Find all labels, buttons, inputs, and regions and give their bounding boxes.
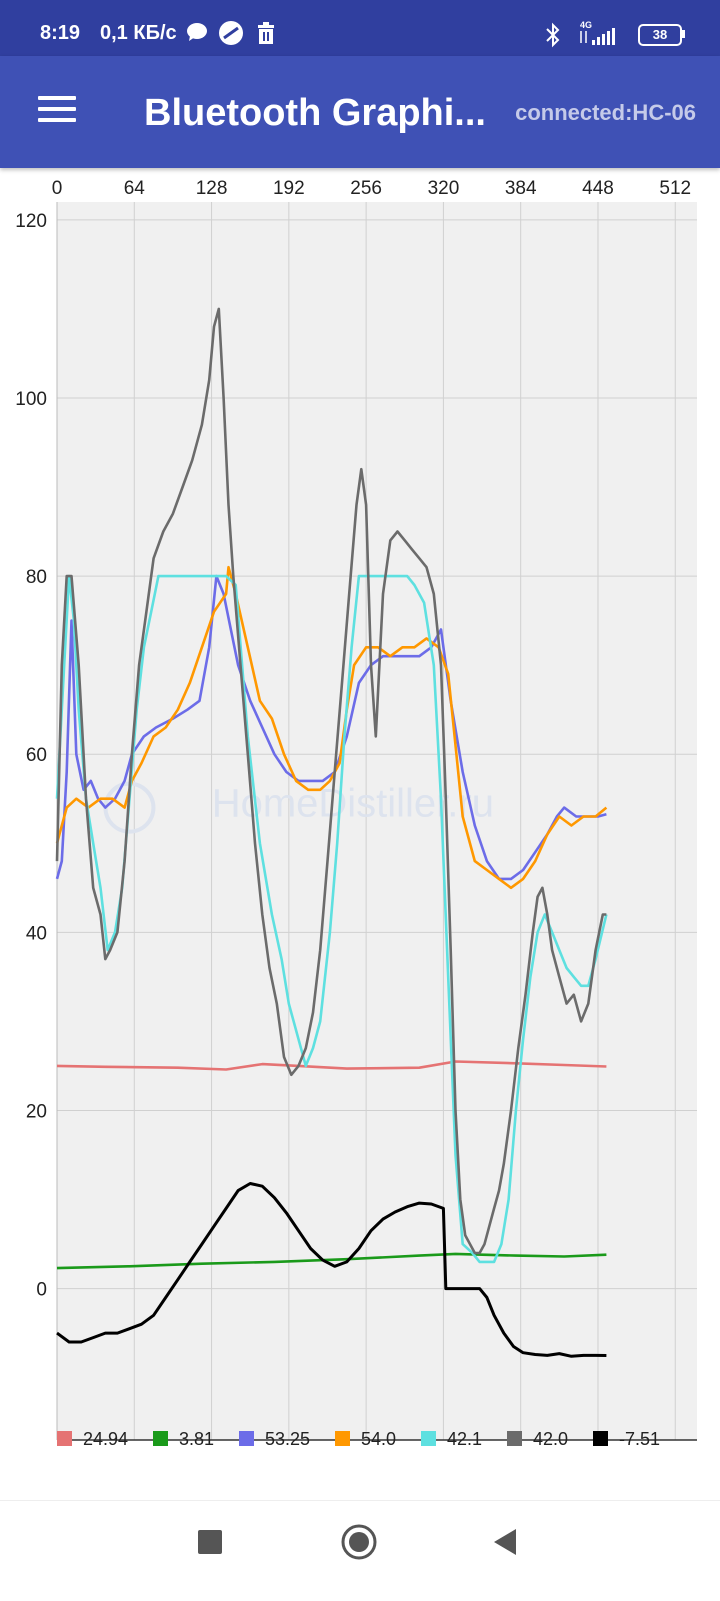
chart-area: 0 64 128 192 256 320 384 448 512 0 20 40 60 80 100 120 H…	[0, 170, 720, 1510]
x-tick-label: 256	[350, 178, 382, 199]
legend-label-2: 3.81	[179, 1429, 214, 1449]
x-tick-label: 448	[582, 178, 614, 199]
trash-icon	[258, 22, 274, 44]
x-tick-label: 64	[124, 178, 146, 199]
series-line-7	[56, 1182, 607, 1358]
x-tick-label: 320	[428, 178, 460, 199]
plot-background	[57, 202, 697, 1440]
legend-label-6: 42.0	[533, 1429, 568, 1449]
x-tick-label: 128	[196, 178, 228, 199]
legend-swatch-2	[153, 1431, 168, 1446]
navigation-bar	[0, 1500, 720, 1601]
y-tick-label: 0	[36, 1280, 47, 1301]
legend-swatch-4	[335, 1431, 350, 1446]
y-tick-label: 60	[26, 745, 47, 766]
y-tick-label: 100	[15, 389, 47, 410]
y-tick-label: 20	[26, 1101, 47, 1122]
line-chart[interactable]: 0 64 128 192 256 320 384 448 512020406080100120H…	[0, 170, 720, 1510]
y-tick-label: 40	[26, 923, 47, 944]
x-tick-label: 512	[659, 178, 691, 199]
legend-label-4: 54.0	[361, 1429, 396, 1449]
app-bar: Bluetooth Graphi... connected:HC-06	[0, 56, 720, 168]
chat-bubble-icon	[187, 23, 207, 41]
status-time: 8:19	[40, 22, 81, 44]
battery-tip	[682, 30, 685, 38]
legend-swatch-6	[507, 1431, 522, 1446]
legend-swatch-7	[593, 1431, 608, 1446]
legend-swatch-3	[239, 1431, 254, 1446]
status-network-speed: 0,1 КБ/с	[100, 22, 177, 44]
legend-label-7: -7.51	[619, 1429, 660, 1449]
legend-label-1: 24.94	[83, 1429, 128, 1449]
signal-icon	[580, 28, 615, 45]
app-title: Bluetooth Graphi...	[144, 92, 486, 134]
hamburger-menu-icon[interactable]	[30, 90, 76, 130]
series-line-1	[56, 1060, 607, 1071]
x-tick-label: 192	[273, 178, 305, 199]
series-line-3	[55, 574, 607, 881]
series-line-6	[55, 307, 607, 1255]
vpn-icon	[219, 21, 243, 45]
network-type-label: 4G	[580, 20, 593, 30]
x-tick-label: 384	[505, 178, 537, 199]
legend-swatch-1	[57, 1431, 72, 1446]
status-bar: 8:19 0,1 КБ/с 4G 38	[0, 0, 720, 56]
legend-label-3: 53.25	[265, 1429, 310, 1449]
battery-icon: 38	[638, 24, 682, 46]
legend-swatch-5	[421, 1431, 436, 1446]
connection-status: connected:HC-06	[515, 100, 696, 125]
bluetooth-icon	[546, 22, 560, 48]
x-tick-label: 0	[52, 178, 63, 199]
y-tick-label: 120	[15, 211, 47, 232]
triangle-back-icon[interactable]	[492, 1527, 518, 1557]
square-recent-apps-icon[interactable]	[197, 1529, 223, 1555]
y-tick-label: 80	[26, 567, 47, 588]
circle-home-icon[interactable]	[340, 1523, 378, 1561]
series-line-4	[55, 565, 608, 890]
series-line-2	[56, 1252, 607, 1270]
legend-label-5: 42.1	[447, 1429, 482, 1449]
